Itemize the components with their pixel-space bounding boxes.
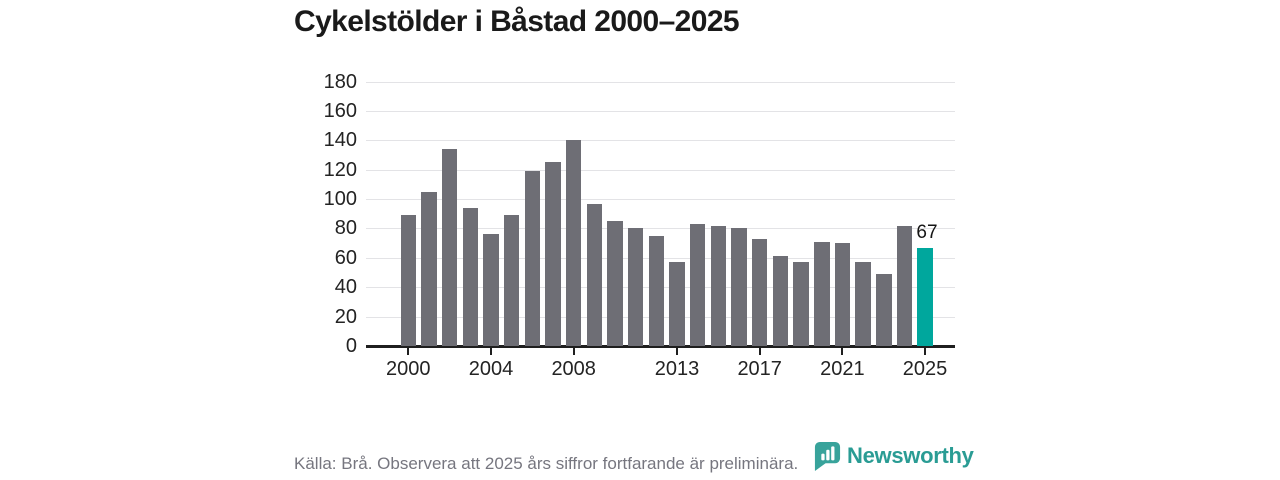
gridline-180 bbox=[366, 81, 955, 83]
y-axis-label-0: 0 bbox=[345, 335, 357, 357]
x-axis-tick-2021 bbox=[841, 348, 844, 355]
y-axis-label-60: 60 bbox=[334, 246, 357, 269]
bar-2005 bbox=[503, 215, 520, 346]
bar-2019 bbox=[793, 262, 809, 346]
x-axis-tick-2025 bbox=[924, 348, 926, 355]
x-axis-tick-2008 bbox=[572, 348, 575, 355]
source-note: Källa: Brå. Observera att 2025 års siffr… bbox=[294, 454, 799, 473]
newsworthy-logo[interactable]: Newsworthy bbox=[813, 440, 974, 472]
x-axis-label-2000: 2000 bbox=[386, 358, 431, 380]
y-axis-label-20: 20 bbox=[334, 305, 357, 328]
x-axis-label-2004: 2004 bbox=[468, 358, 514, 380]
x-axis-tick-2000 bbox=[407, 348, 410, 355]
gridline-160 bbox=[366, 110, 955, 112]
bar-2003 bbox=[462, 207, 479, 346]
bar-2006 bbox=[524, 171, 541, 346]
newsworthy-logo-text: Newsworthy bbox=[847, 443, 974, 468]
bar-2010 bbox=[607, 221, 623, 346]
y-axis-label-120: 120 bbox=[323, 158, 357, 181]
bar-2013 bbox=[669, 262, 685, 346]
y-axis-label-100: 100 bbox=[323, 188, 357, 211]
gridline-140 bbox=[366, 140, 955, 142]
bar-2004 bbox=[483, 234, 499, 346]
bar-2021 bbox=[834, 243, 851, 346]
gridline-80 bbox=[366, 228, 955, 230]
y-axis-label-40: 40 bbox=[334, 276, 357, 299]
x-axis-label-2025: 2025 bbox=[902, 358, 948, 380]
x-axis-label-2021: 2021 bbox=[820, 358, 865, 380]
bar-2002 bbox=[441, 149, 458, 346]
bar-2008 bbox=[565, 140, 582, 346]
x-axis-tick-2017 bbox=[758, 348, 761, 355]
chart-title: Cykelstölder i Båstad 2000–2025 bbox=[294, 5, 740, 38]
x-axis-label-2008: 2008 bbox=[551, 358, 596, 380]
y-axis-label-160: 160 bbox=[323, 99, 357, 122]
y-axis-label-180: 180 bbox=[323, 70, 357, 93]
bar-2009 bbox=[586, 203, 603, 346]
bar-2025 bbox=[917, 247, 933, 346]
newsworthy-logo-icon bbox=[814, 441, 841, 471]
bar-2014 bbox=[689, 224, 706, 346]
bar-2022 bbox=[855, 262, 871, 346]
bar-2012 bbox=[648, 235, 665, 346]
x-axis-tick-2004 bbox=[490, 348, 492, 355]
bar-2001 bbox=[421, 191, 437, 346]
x-axis-tick-2013 bbox=[676, 348, 678, 355]
value-label-2025: 67 bbox=[916, 221, 938, 243]
y-axis-label-140: 140 bbox=[323, 129, 357, 152]
bar-2015 bbox=[710, 225, 727, 346]
bar-2000 bbox=[400, 215, 417, 346]
bar-2011 bbox=[627, 228, 644, 346]
y-axis-label-80: 80 bbox=[334, 217, 357, 240]
bar-2023 bbox=[876, 274, 892, 346]
x-axis-label-2013: 2013 bbox=[654, 358, 700, 380]
x-axis-label-2017: 2017 bbox=[737, 358, 782, 380]
bar-2020 bbox=[814, 241, 830, 346]
gridline-120 bbox=[366, 169, 955, 171]
gridline-100 bbox=[366, 199, 955, 201]
bar-2024 bbox=[896, 225, 913, 346]
bar-2018 bbox=[772, 256, 789, 346]
bar-2016 bbox=[731, 228, 747, 346]
x-axis-line bbox=[366, 345, 955, 348]
bar-2017 bbox=[751, 238, 768, 346]
bar-2007 bbox=[545, 162, 561, 346]
